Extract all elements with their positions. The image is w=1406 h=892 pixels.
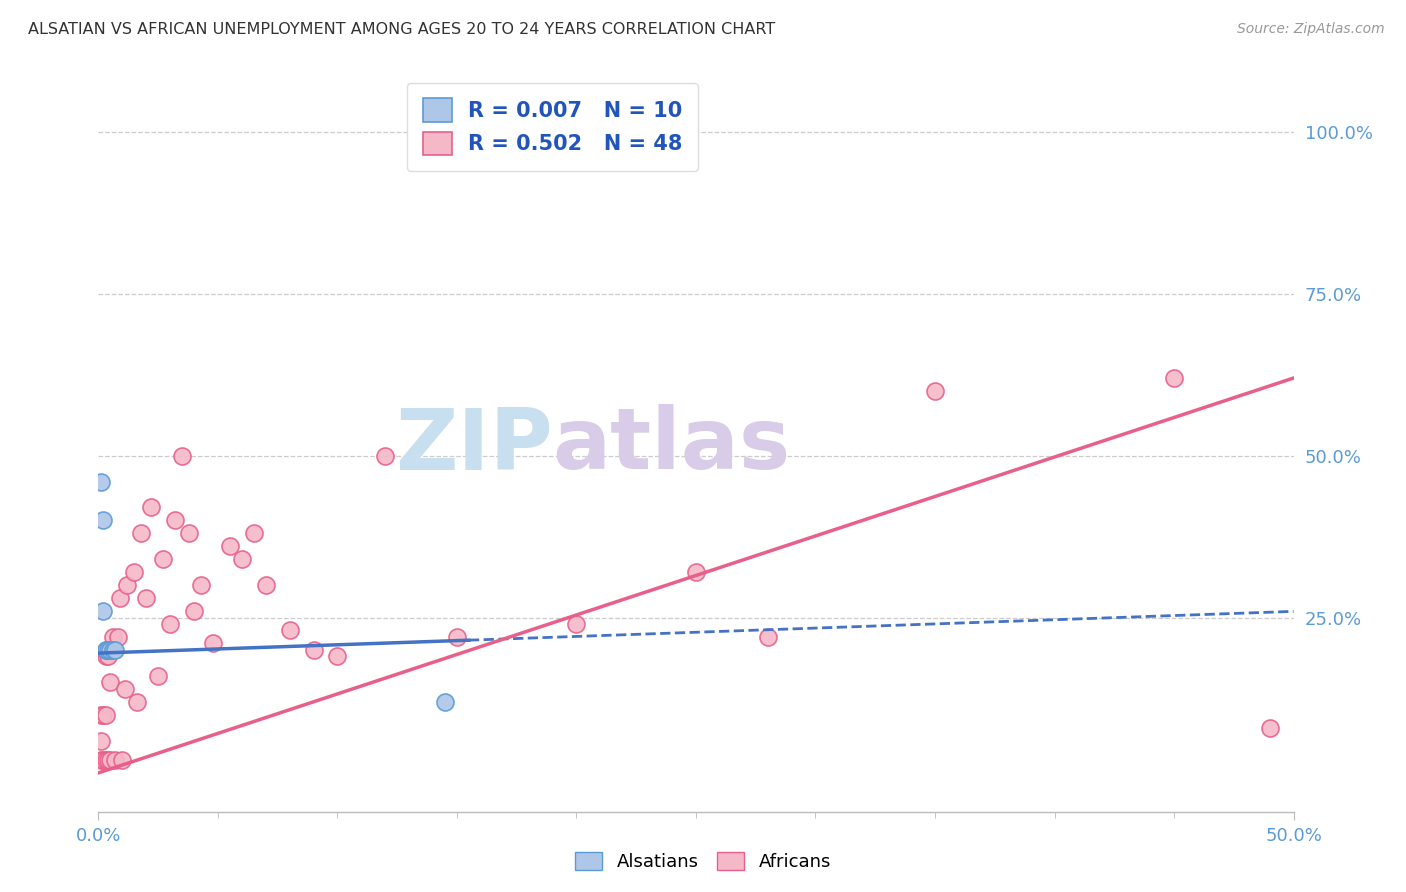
- Point: [190, 578, 212, 592]
- Point: [131, 526, 153, 541]
- Text: atlas: atlas: [553, 404, 790, 488]
- Point: [91, 753, 114, 767]
- Point: [124, 566, 146, 580]
- Point: [90, 707, 112, 722]
- Point: [94, 643, 117, 657]
- Point: [125, 695, 148, 709]
- Point: [231, 552, 253, 566]
- Point: [326, 649, 349, 664]
- Point: [98, 643, 122, 657]
- Point: [202, 636, 225, 650]
- Point: [135, 591, 157, 606]
- Point: [1258, 721, 1281, 735]
- Point: [97, 649, 120, 664]
- Point: [446, 630, 468, 644]
- Point: [94, 753, 117, 767]
- Point: [159, 617, 181, 632]
- Text: ZIP: ZIP: [395, 404, 553, 488]
- Point: [101, 630, 124, 644]
- Point: [98, 675, 122, 690]
- Legend: Alsatians, Africans: Alsatians, Africans: [568, 845, 838, 879]
- Y-axis label: Unemployment Among Ages 20 to 24 years: Unemployment Among Ages 20 to 24 years: [0, 264, 8, 628]
- Point: [98, 753, 122, 767]
- Point: [111, 753, 134, 767]
- Text: Source: ZipAtlas.com: Source: ZipAtlas.com: [1237, 22, 1385, 37]
- Point: [115, 578, 138, 592]
- Point: [179, 526, 201, 541]
- Legend: R = 0.007   N = 10, R = 0.502   N = 48: R = 0.007 N = 10, R = 0.502 N = 48: [408, 83, 697, 171]
- Point: [243, 526, 266, 541]
- Text: ALSATIAN VS AFRICAN UNEMPLOYMENT AMONG AGES 20 TO 24 YEARS CORRELATION CHART: ALSATIAN VS AFRICAN UNEMPLOYMENT AMONG A…: [28, 22, 775, 37]
- Point: [91, 513, 114, 527]
- Point: [97, 753, 120, 767]
- Point: [94, 707, 117, 722]
- Point: [433, 695, 456, 709]
- Point: [94, 643, 117, 657]
- Point: [139, 500, 162, 515]
- Point: [114, 681, 136, 696]
- Point: [104, 643, 127, 657]
- Point: [756, 630, 779, 644]
- Point: [91, 604, 114, 618]
- Point: [172, 449, 194, 463]
- Point: [148, 669, 170, 683]
- Point: [152, 552, 174, 566]
- Point: [101, 643, 124, 657]
- Point: [1163, 371, 1185, 385]
- Point: [91, 707, 114, 722]
- Point: [107, 630, 129, 644]
- Point: [90, 475, 112, 489]
- Point: [183, 604, 205, 618]
- Point: [374, 449, 396, 463]
- Point: [97, 643, 120, 657]
- Point: [104, 753, 127, 767]
- Point: [94, 649, 117, 664]
- Point: [302, 643, 325, 657]
- Point: [254, 578, 277, 592]
- Point: [565, 617, 588, 632]
- Point: [219, 539, 242, 553]
- Point: [108, 591, 131, 606]
- Point: [90, 753, 112, 767]
- Point: [163, 513, 186, 527]
- Point: [924, 384, 946, 398]
- Point: [685, 566, 707, 580]
- Point: [278, 624, 301, 638]
- Point: [90, 733, 112, 747]
